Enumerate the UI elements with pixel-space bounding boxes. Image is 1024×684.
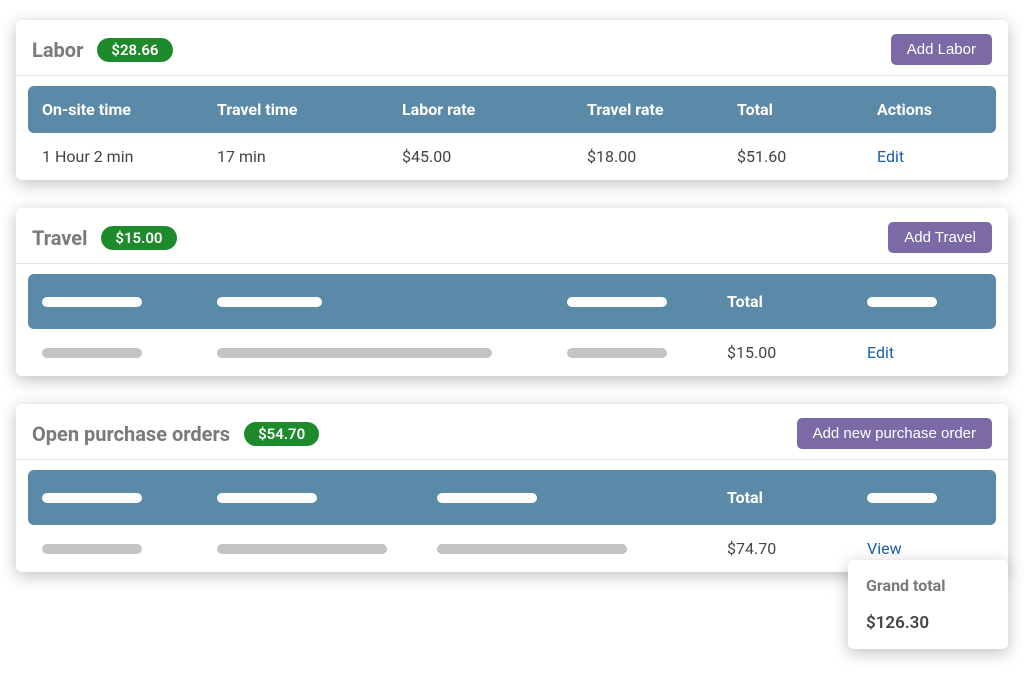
cell-placeholder-2 xyxy=(217,539,437,558)
travel-title: Travel xyxy=(32,226,87,250)
labor-badge: $28.66 xyxy=(97,38,172,62)
travel-panel-header: Travel $15.00 Add Travel xyxy=(28,218,996,263)
grand-total-card: Grand total $126.30 xyxy=(848,560,1008,649)
cell-placeholder-3 xyxy=(437,539,727,558)
travel-panel: Travel $15.00 Add Travel Total $15.00 Ed… xyxy=(16,208,1008,376)
col-placeholder-2 xyxy=(217,488,437,507)
col-placeholder-3 xyxy=(567,292,727,311)
cell-travel-rate: $18.00 xyxy=(587,147,737,166)
labor-panel: Labor $28.66 Add Labor On-site time Trav… xyxy=(16,20,1008,180)
view-po-link[interactable]: View xyxy=(867,539,982,558)
grand-total-value: $126.30 xyxy=(866,613,990,633)
po-table-header: Total xyxy=(28,470,996,525)
add-labor-button[interactable]: Add Labor xyxy=(891,34,992,65)
labor-table-header: On-site time Travel time Labor rate Trav… xyxy=(28,86,996,133)
col-placeholder-1 xyxy=(42,292,217,311)
cell-onsite-time: 1 Hour 2 min xyxy=(42,147,217,166)
col-placeholder-5 xyxy=(867,488,982,507)
col-labor-rate: Labor rate xyxy=(402,100,587,119)
grand-total-label: Grand total xyxy=(866,576,990,595)
cell-total: $74.70 xyxy=(727,539,867,558)
travel-badge: $15.00 xyxy=(101,226,176,250)
col-travel-time: Travel time xyxy=(217,100,402,119)
divider xyxy=(16,263,1008,264)
divider xyxy=(16,459,1008,460)
cell-total: $51.60 xyxy=(737,147,877,166)
col-total: Total xyxy=(727,292,867,311)
cell-placeholder-3 xyxy=(567,343,727,362)
col-actions: Actions xyxy=(877,100,982,119)
po-title: Open purchase orders xyxy=(32,422,230,446)
col-placeholder-5 xyxy=(867,292,982,311)
travel-table-header: Total xyxy=(28,274,996,329)
edit-travel-link[interactable]: Edit xyxy=(867,343,982,362)
col-travel-rate: Travel rate xyxy=(587,100,737,119)
purchase-orders-panel: Open purchase orders $54.70 Add new purc… xyxy=(16,404,1008,572)
cell-placeholder-1 xyxy=(42,343,217,362)
cell-total: $15.00 xyxy=(727,343,867,362)
divider xyxy=(16,75,1008,76)
travel-table-row: $15.00 Edit xyxy=(28,329,996,376)
col-placeholder-3 xyxy=(437,488,727,507)
labor-panel-header: Labor $28.66 Add Labor xyxy=(28,30,996,75)
edit-labor-link[interactable]: Edit xyxy=(877,147,982,166)
add-purchase-order-button[interactable]: Add new purchase order xyxy=(797,418,992,449)
labor-table-row: 1 Hour 2 min 17 min $45.00 $18.00 $51.60… xyxy=(28,133,996,180)
col-placeholder-1 xyxy=(42,488,217,507)
po-badge: $54.70 xyxy=(244,422,319,446)
col-onsite-time: On-site time xyxy=(42,100,217,119)
po-panel-header: Open purchase orders $54.70 Add new purc… xyxy=(28,414,996,459)
col-total: Total xyxy=(727,488,867,507)
labor-title: Labor xyxy=(32,38,83,62)
cell-placeholder-2 xyxy=(217,343,567,362)
col-placeholder-2 xyxy=(217,292,567,311)
cell-travel-time: 17 min xyxy=(217,147,402,166)
cell-placeholder-1 xyxy=(42,539,217,558)
add-travel-button[interactable]: Add Travel xyxy=(888,222,992,253)
cell-labor-rate: $45.00 xyxy=(402,147,587,166)
col-total: Total xyxy=(737,100,877,119)
